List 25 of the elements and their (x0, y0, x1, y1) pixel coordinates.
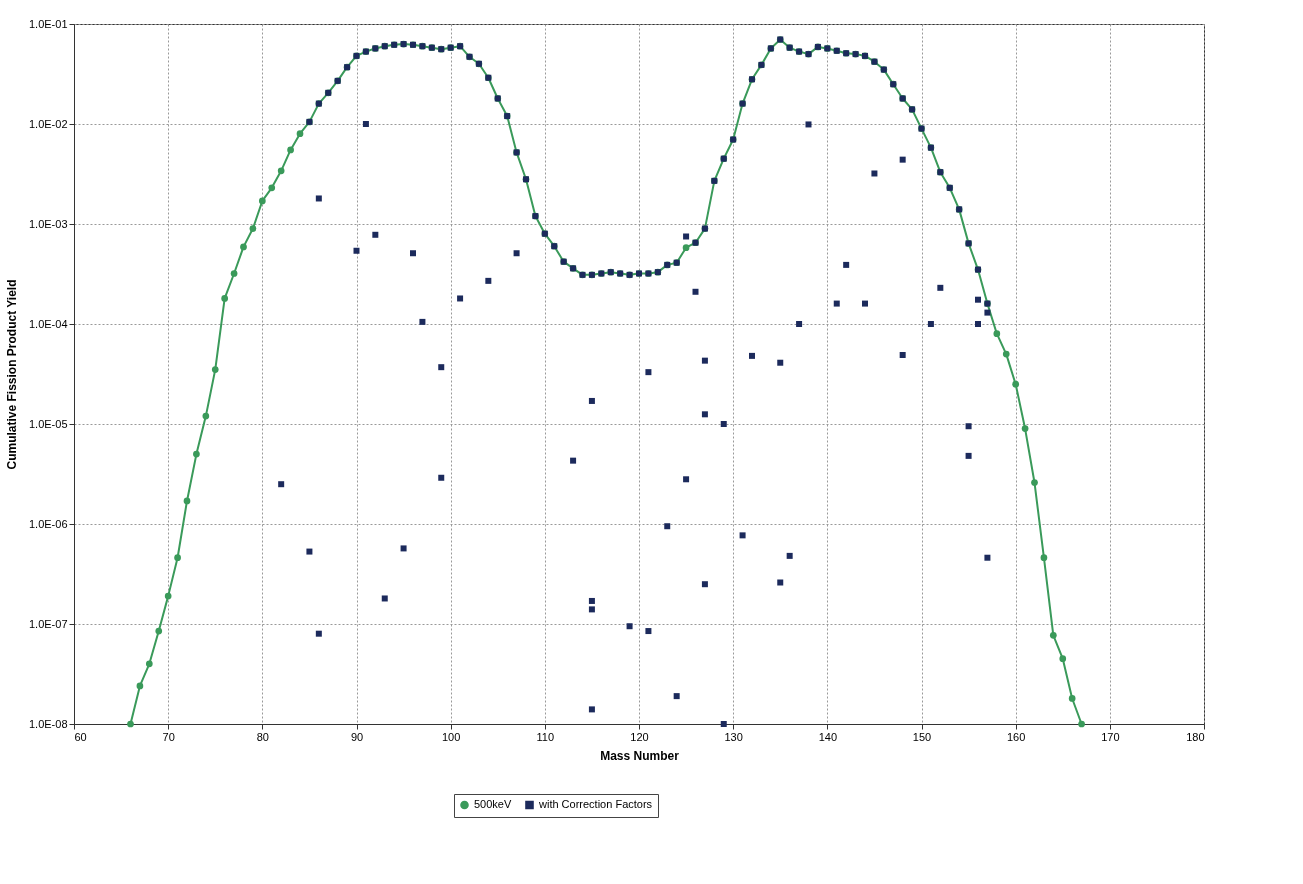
x-tick-label: 130 (724, 730, 743, 743)
x-axis-title: Mass Number (600, 748, 680, 763)
x-tick-label: 170 (1101, 730, 1120, 743)
y-axis-title: Cumulative Fission Product Yield (4, 279, 19, 470)
x-tick-label: 140 (818, 730, 838, 743)
x-tick-label: 180 (1186, 730, 1205, 743)
legend-label: 500keV (474, 797, 512, 810)
y-tick-label: 1.0E-06 (28, 517, 68, 530)
x-tick-label: 60 (74, 730, 87, 743)
y-tick-label: 1.0E-08 (28, 717, 68, 730)
x-tick-label: 120 (630, 730, 649, 743)
y-tick-label: 1.0E-01 (28, 17, 68, 30)
y-tick-label: 1.0E-05 (28, 417, 68, 430)
x-tick-label: 80 (256, 730, 269, 743)
x-tick-label: 110 (536, 730, 555, 743)
x-tick-label: 100 (441, 730, 461, 743)
x-tick-label: 150 (912, 730, 932, 743)
legend-label: with Correction Factors (538, 797, 653, 810)
x-tick-label: 90 (350, 730, 364, 743)
y-tick-label: 1.0E-03 (28, 217, 68, 230)
y-tick-label: 1.0E-07 (28, 617, 68, 630)
x-tick-label: 160 (1006, 730, 1026, 743)
y-tick-label: 1.0E-04 (28, 317, 68, 330)
y-tick-label: 1.0E-02 (28, 117, 68, 130)
x-tick-label: 70 (162, 730, 175, 743)
